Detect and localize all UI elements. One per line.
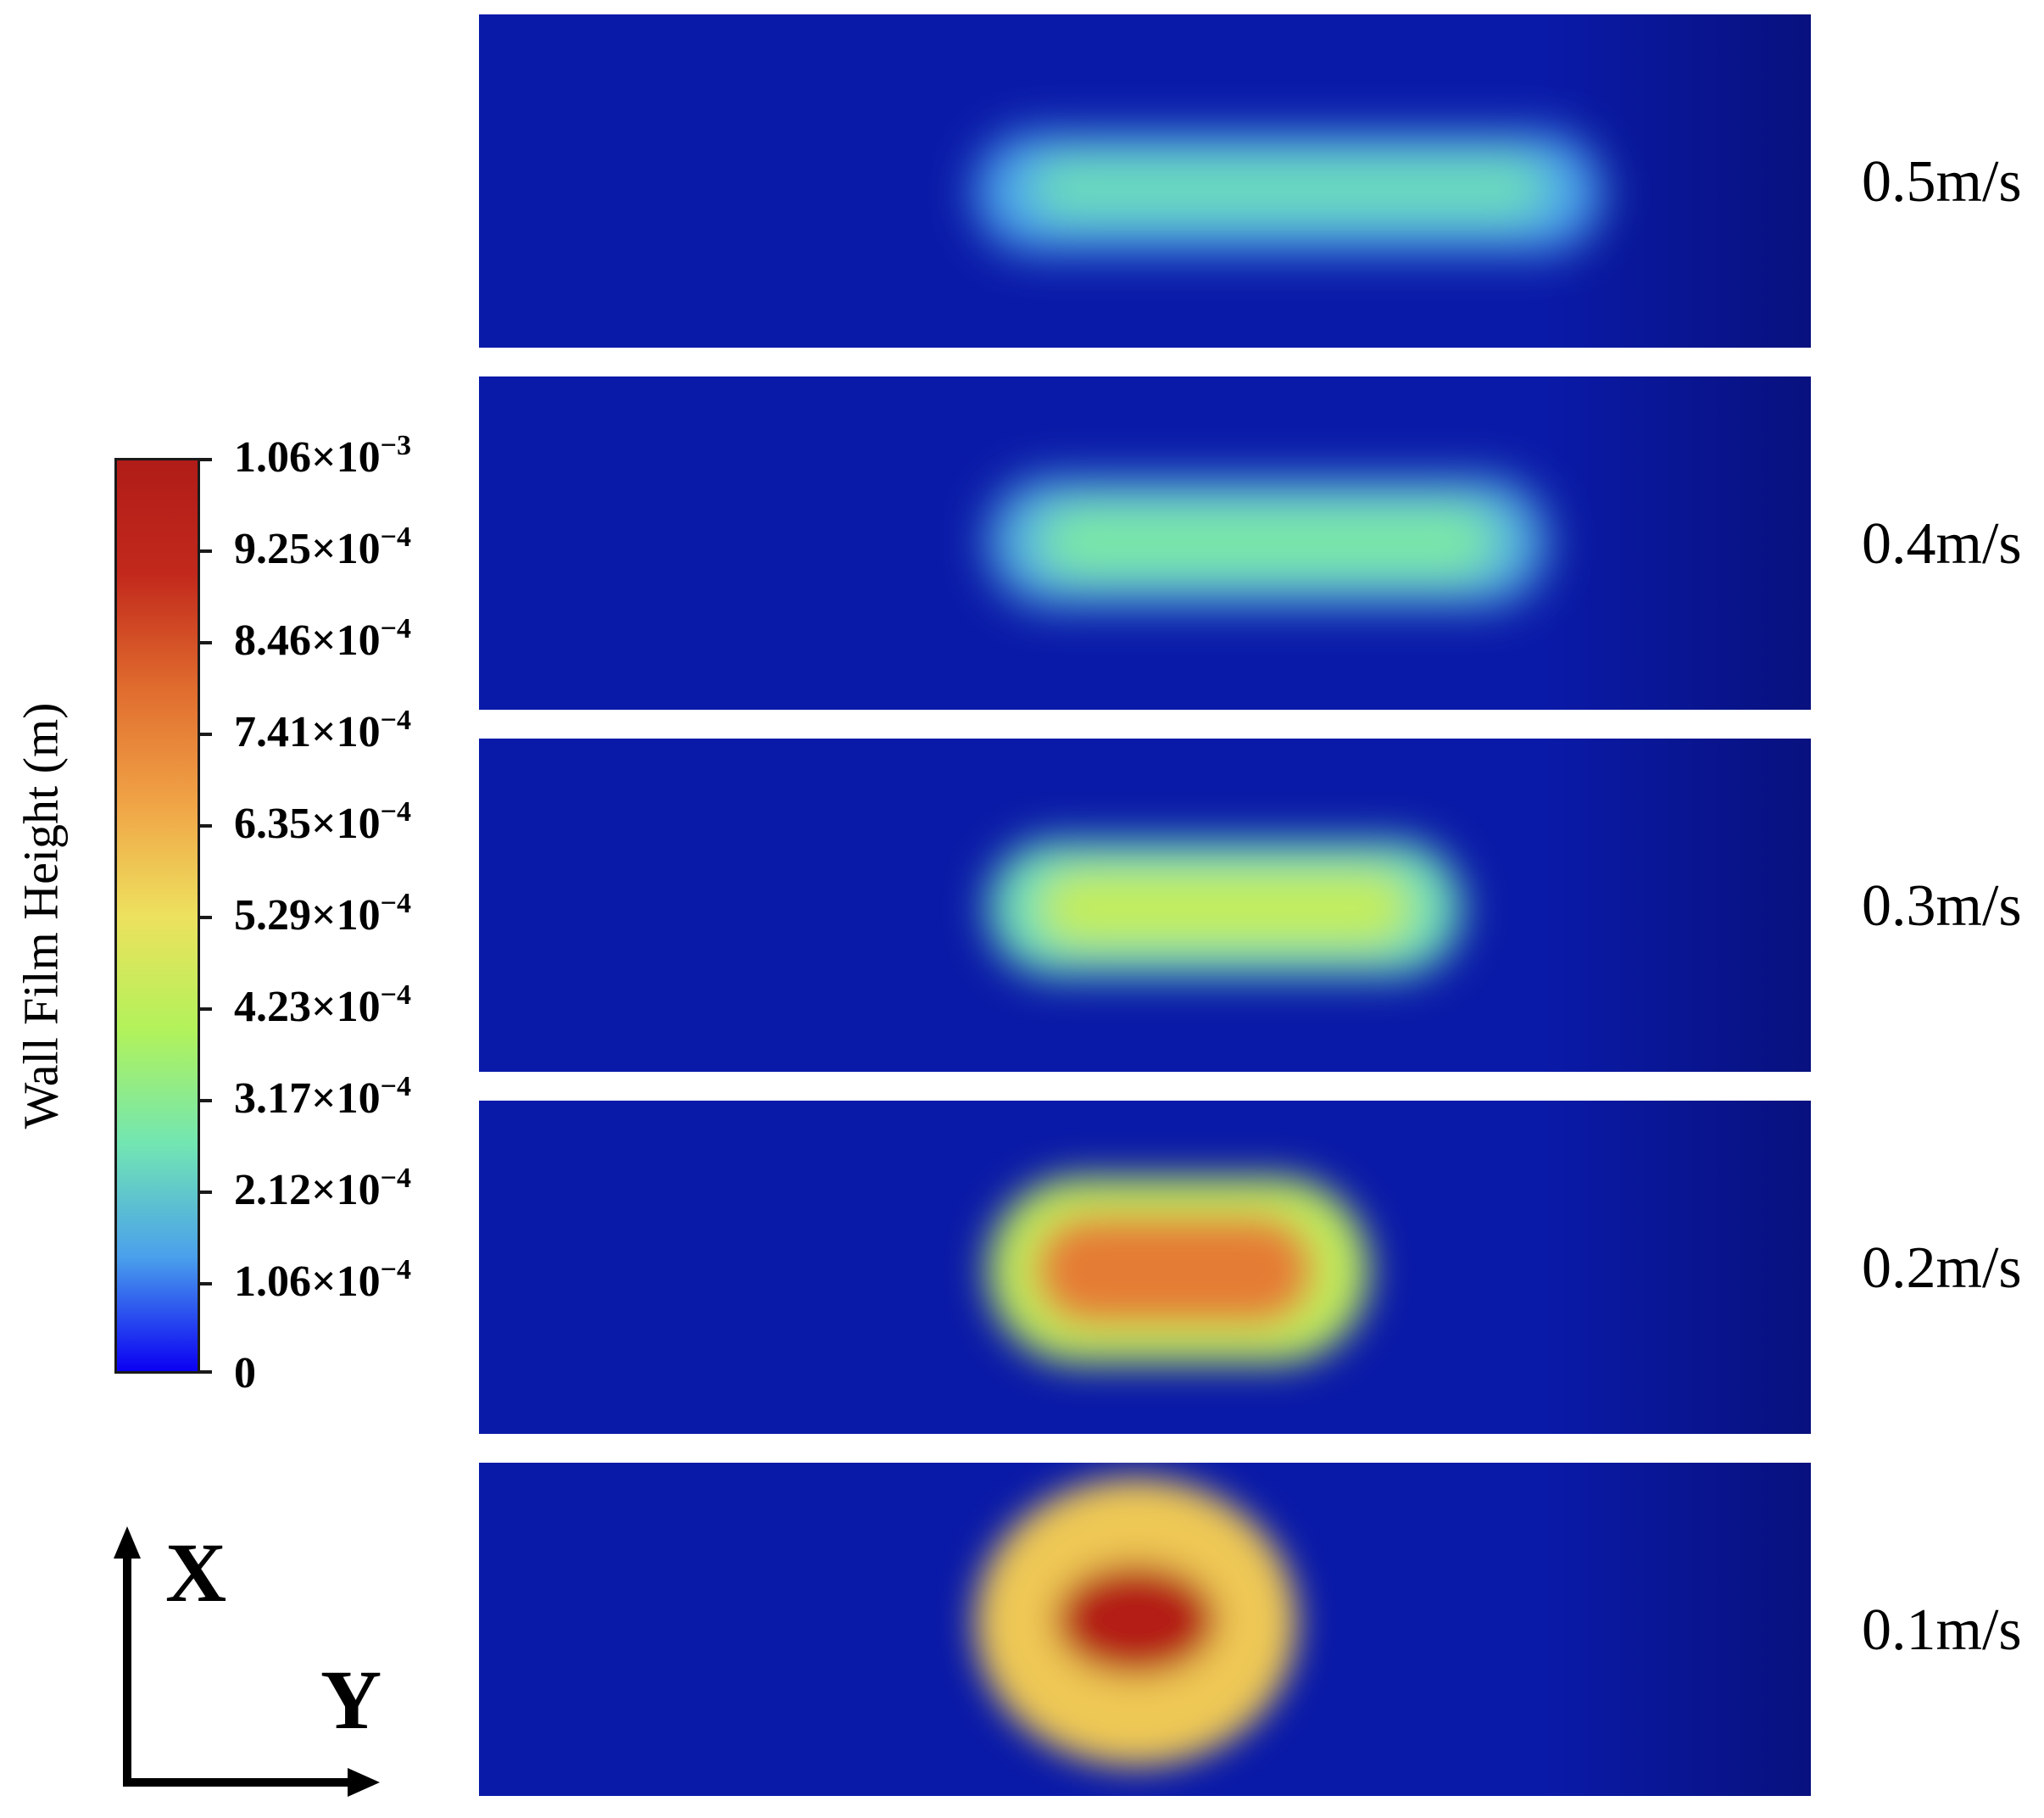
colorbar-tick-label: 8.46×10−4 (234, 613, 412, 665)
colorbar-tick-label: 6.35×10−4 (234, 796, 412, 848)
film-plot-04 (479, 376, 1811, 710)
colorbar-tick (200, 1099, 212, 1102)
colorbar-tick (200, 458, 212, 461)
colorbar-tick (200, 916, 212, 919)
coordinate-axes (114, 1526, 380, 1797)
colorbar-tick-label: 2.12×10−4 (234, 1163, 412, 1214)
colorbar-tick (200, 641, 212, 644)
speed-label-05: 0.5m/s (1862, 149, 2022, 215)
colorbar-tick (200, 1370, 212, 1374)
contour-panel-01 (479, 1463, 1811, 1796)
colorbar-tick (200, 733, 212, 736)
colorbar-tick-label: 3.17×10−4 (234, 1071, 412, 1123)
colorbar-tick (200, 824, 212, 828)
colorbar (114, 458, 200, 1374)
film-region (988, 1177, 1369, 1364)
colorbar-tick-label: 4.23×10−4 (234, 979, 412, 1031)
colorbar-tick-label: 1.06×10−4 (234, 1254, 412, 1306)
colorbar-tick-label: 5.29×10−4 (234, 888, 412, 940)
film-plot-05 (479, 14, 1811, 348)
contour-panel-05 (479, 14, 1811, 348)
film-region (975, 1478, 1297, 1766)
contour-panel-04 (479, 376, 1811, 710)
y-axis-label: Y (320, 1653, 382, 1747)
film-region (975, 133, 1602, 252)
colorbar-tick (200, 549, 212, 553)
colorbar-tick (200, 1191, 212, 1194)
colorbar-tick-label: 1.06×10−3 (234, 430, 412, 482)
y-axis-arrowhead (348, 1768, 380, 1797)
contour-panel-03 (479, 739, 1811, 1072)
speed-label-01: 0.1m/s (1862, 1598, 2022, 1663)
colorbar-tick-label: 0 (234, 1349, 256, 1397)
colorbar-tick (200, 1007, 212, 1011)
x-axis-label: X (165, 1525, 227, 1620)
colorbar-tick-label: 9.25×10−4 (234, 521, 412, 573)
x-axis-arrowhead (114, 1526, 141, 1559)
film-plot-02 (479, 1101, 1811, 1434)
colorbar-tick (200, 1282, 212, 1285)
film-plot-03 (479, 739, 1811, 1072)
film-region (988, 478, 1547, 605)
speed-label-02: 0.2m/s (1862, 1235, 2022, 1301)
film-region (988, 840, 1462, 976)
colorbar-tick-label: 7.41×10−4 (234, 705, 412, 756)
film-plot-01 (479, 1463, 1811, 1796)
contour-panel-02 (479, 1101, 1811, 1434)
colorbar-title: Wall Film Height (m) (13, 702, 69, 1129)
speed-label-03: 0.3m/s (1862, 873, 2022, 939)
speed-label-04: 0.4m/s (1862, 511, 2022, 577)
